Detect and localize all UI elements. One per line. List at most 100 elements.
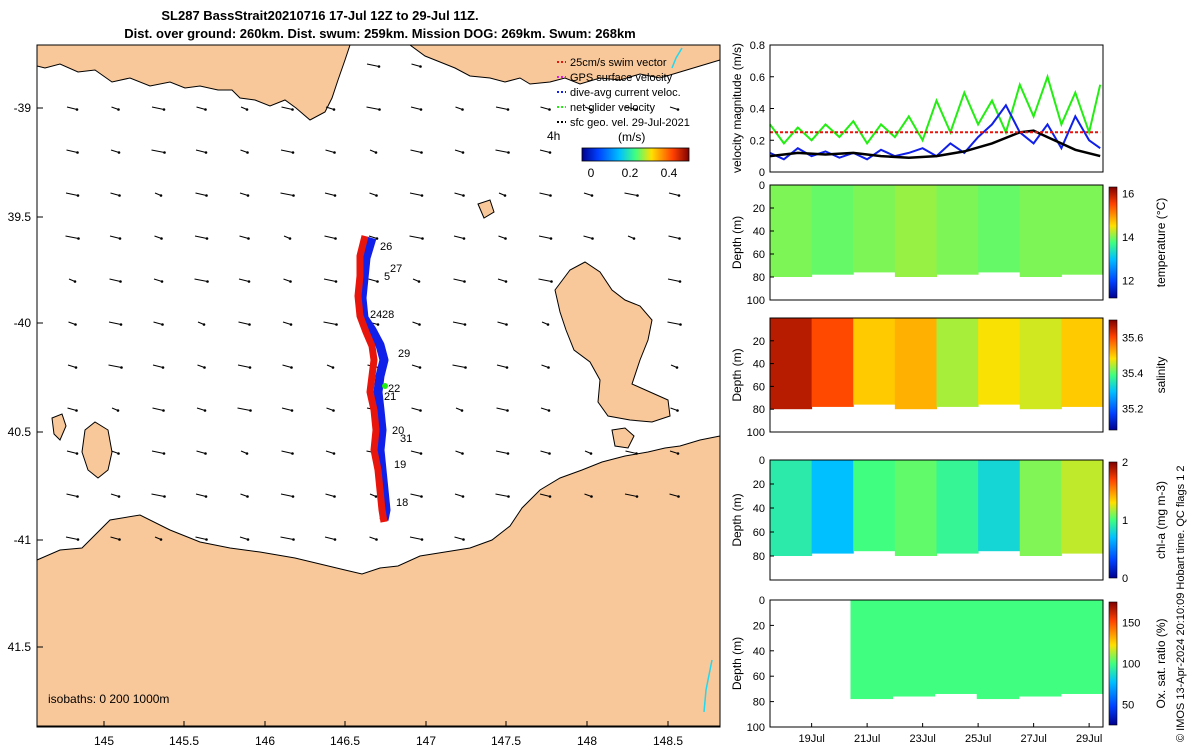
current-vector [453, 235, 465, 239]
depth-y-tick-label: 60 [753, 249, 765, 261]
current-vector [152, 364, 164, 368]
current-vector-head [635, 495, 639, 498]
heatmap-cell [978, 185, 1021, 273]
current-vector-head [248, 366, 252, 369]
current-vector-head [334, 237, 337, 240]
map-x-tick-label: 147.5 [491, 734, 521, 748]
current-vector [583, 192, 593, 196]
colorbar-tick-label: 35.2 [1122, 404, 1143, 416]
map-frame [36, 44, 721, 728]
colorbar-tick-label: 2 [1122, 457, 1128, 469]
current-vector [368, 235, 378, 239]
current-vector-head [506, 409, 509, 412]
current-vector [669, 450, 679, 454]
current-vector-head [119, 323, 123, 326]
colorbar-tick: 0.2 [622, 166, 639, 180]
current-vector-head [420, 495, 423, 498]
current-vector [495, 493, 509, 497]
heatmap-cell [978, 318, 1021, 405]
track-day-label: 28 [382, 309, 394, 321]
current-vector [195, 192, 207, 196]
velocity-y-tick-label: 0.2 [750, 135, 765, 147]
current-vector-head [504, 280, 508, 283]
legend-label: net glider velocity [570, 102, 655, 114]
current-vector-head [246, 538, 250, 541]
current-vector-head [419, 65, 422, 68]
current-vector-head [162, 108, 166, 111]
current-vector [281, 450, 293, 454]
current-vector [366, 63, 380, 67]
current-vector-head [378, 108, 381, 111]
land-islet [477, 199, 495, 219]
heatmap-cell [850, 600, 894, 700]
current-vector [668, 192, 680, 196]
current-vector [108, 321, 122, 325]
current-vector [668, 235, 680, 239]
current-vector-head [678, 280, 682, 283]
current-vector [625, 450, 637, 454]
map-x-tick-label: 148 [577, 734, 597, 748]
colorbar-tick-label: 100 [1122, 659, 1140, 671]
current-vector-head [246, 194, 250, 197]
current-vector-head [290, 409, 294, 412]
current-vector [624, 192, 638, 196]
current-vector-head [462, 538, 465, 541]
current-vector [454, 192, 464, 196]
depth-y-tick-label: 100 [747, 722, 765, 734]
isobath-line [671, 47, 683, 69]
current-vector [65, 536, 79, 540]
current-vector [452, 364, 466, 368]
current-vector-head [332, 452, 336, 455]
isobath-line [703, 659, 713, 713]
current-vector-head [676, 409, 679, 412]
current-vector [66, 149, 78, 153]
current-vector-head [506, 452, 510, 455]
current-vector [452, 321, 466, 325]
current-vector-head [117, 495, 121, 498]
current-vector-head [203, 366, 206, 369]
current-vector [238, 278, 250, 282]
current-vector-head [334, 280, 338, 283]
current-vector-head [75, 108, 79, 111]
current-vector [497, 278, 507, 282]
current-vector [325, 493, 335, 497]
map-y-tick-label: -41 [14, 533, 32, 547]
heatmap-cell [1019, 460, 1062, 556]
heatmap-cell [894, 460, 937, 556]
current-vector-head [462, 237, 466, 240]
current-vector [151, 493, 165, 497]
current-vector-head [76, 538, 80, 541]
current-vector [66, 493, 78, 497]
current-vector [66, 450, 78, 454]
colorbar-tick-label: 16 [1122, 189, 1134, 201]
current-vector-head [161, 323, 164, 326]
heatmap-cell [1061, 460, 1104, 554]
current-vector [495, 149, 509, 153]
land-cape-barren [611, 427, 635, 449]
heatmap-axes [769, 184, 1104, 301]
heatmap-cell [811, 185, 854, 275]
depth-y-tick-label: 40 [753, 646, 765, 658]
current-vector [110, 536, 120, 540]
current-vector-head [418, 366, 422, 369]
current-vector-head [76, 495, 79, 498]
current-vector-head [591, 237, 594, 240]
current-vector [411, 364, 421, 368]
current-vector [239, 192, 249, 196]
current-vector [239, 235, 249, 239]
depth-y-tick-label: 20 [753, 620, 765, 632]
depth-y-tick-label: 40 [753, 359, 765, 371]
current-vector-head [548, 452, 551, 455]
map-x-axis: 145 145.5 146 146.5 147 147.5 148 148.5 [94, 721, 683, 748]
current-vector [151, 106, 165, 110]
current-vector-head [205, 538, 208, 541]
heatmap-cell [770, 318, 813, 410]
depth-y-tick-label: 40 [753, 226, 765, 238]
current-vector-head [120, 366, 123, 369]
heatmap-cell [894, 318, 937, 410]
current-vector-head [420, 194, 424, 197]
glider-track-blue [357, 236, 391, 521]
current-vector-head [417, 280, 421, 283]
current-vector [195, 493, 207, 497]
